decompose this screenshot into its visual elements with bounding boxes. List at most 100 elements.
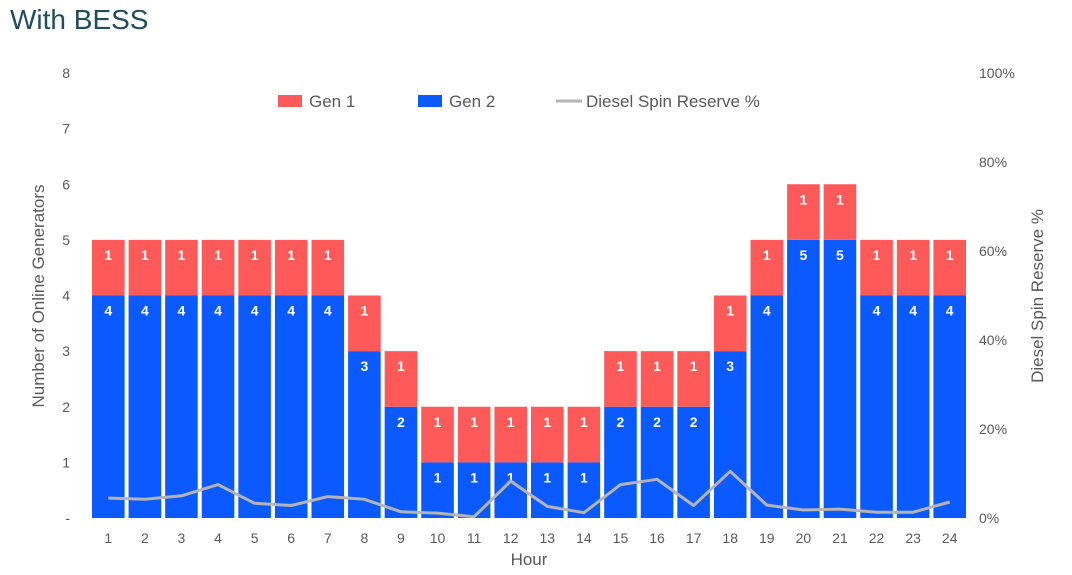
- data-label-gen1-hour-5: 1: [251, 247, 259, 263]
- data-label-gen2-hour-11: 1: [470, 469, 478, 485]
- bar-gen2-hour-11: [457, 462, 491, 518]
- bar-gen1-hour-21: [823, 184, 857, 240]
- bar-gen1-hour-23: [896, 239, 930, 296]
- bar-gen2-hour-20: [787, 239, 820, 518]
- data-label-gen2-hour-23: 4: [909, 303, 917, 319]
- bar-gen1-hour-2: [128, 239, 162, 296]
- data-label-gen2-hour-18: 3: [726, 358, 734, 374]
- y-tick-label: 2: [62, 399, 70, 415]
- data-label-gen2-hour-14: 1: [580, 469, 588, 485]
- data-label-gen1-hour-4: 1: [214, 247, 222, 263]
- y2-tick-label: 100%: [979, 65, 1015, 81]
- bar-gen1-hour-22: [860, 239, 893, 296]
- data-label-gen2-hour-7: 4: [324, 303, 332, 319]
- x-tick-label: 18: [722, 530, 738, 546]
- data-label-gen1-hour-22: 1: [873, 247, 881, 263]
- bar-gen2-hour-18: [713, 351, 747, 518]
- y-tick-label: 3: [62, 343, 70, 359]
- x-tick-label: 3: [178, 530, 186, 546]
- bar-gen2-hour-10: [421, 462, 454, 518]
- bar-gen2-hour-16: [640, 406, 674, 518]
- y-tick-label: 1: [62, 454, 70, 470]
- y-tick-label: -: [65, 510, 70, 526]
- data-label-gen2-hour-19: 4: [763, 303, 771, 319]
- spin-reserve-line-group: [108, 469, 951, 519]
- bar-gen1-hour-24: [933, 239, 966, 296]
- x-tick-label: 21: [832, 530, 848, 546]
- y-tick-label: 8: [62, 65, 70, 81]
- bar-gen2-hour-7: [311, 295, 345, 518]
- x-tick-label: 22: [869, 530, 885, 546]
- data-label-gen2-hour-13: 1: [543, 469, 551, 485]
- legend-swatch-gen1: [278, 95, 302, 107]
- data-label-gen2-hour-15: 2: [617, 414, 625, 430]
- bar-gen2-hour-22: [860, 295, 893, 518]
- y2-tick-label: 0%: [979, 510, 999, 526]
- legend-label-gen2: Gen 2: [449, 92, 495, 111]
- data-label-gen1-hour-20: 1: [799, 191, 807, 207]
- bar-gen1-hour-5: [238, 239, 271, 296]
- bar-gen2-hour-1: [92, 295, 125, 518]
- legend: Gen 1 Gen 2 Diesel Spin Reserve %: [278, 92, 760, 111]
- data-label-gen1-hour-19: 1: [763, 247, 771, 263]
- data-label-gen2-hour-12: 1: [507, 469, 515, 485]
- x-tick-label: 5: [251, 530, 259, 546]
- bar-group: [92, 184, 966, 518]
- data-label-gen1-hour-8: 1: [360, 303, 368, 319]
- data-label-gen2-hour-2: 4: [141, 303, 149, 319]
- y-tick-label: 4: [62, 288, 70, 304]
- legend-swatch-gen2: [418, 95, 442, 107]
- x-tick-label: 14: [576, 530, 592, 546]
- x-tick-label: 8: [360, 530, 368, 546]
- bar-gen1-hour-17: [677, 351, 710, 407]
- x-axis-label: Hour: [511, 550, 548, 569]
- x-tick-label: 16: [649, 530, 665, 546]
- data-label-gen2-hour-24: 4: [946, 303, 954, 319]
- data-label-gen2-hour-16: 2: [653, 414, 661, 430]
- bar-gen2-hour-14: [567, 462, 601, 518]
- data-label-gen1-hour-11: 1: [470, 414, 478, 430]
- bar-gen1-hour-9: [384, 351, 418, 407]
- bar-gen2-hour-5: [238, 295, 271, 518]
- data-label-gen1-hour-14: 1: [580, 414, 588, 430]
- x-tick-label: 10: [430, 530, 446, 546]
- y-axis-label: Number of Online Generators: [29, 185, 48, 408]
- bar-gen1-hour-19: [750, 239, 784, 296]
- data-label-gen1-hour-15: 1: [617, 358, 625, 374]
- bar-gen2-hour-4: [201, 295, 235, 518]
- bar-gen1-hour-4: [201, 239, 235, 296]
- bar-gen2-hour-6: [274, 295, 308, 518]
- data-label-gen1-hour-6: 1: [287, 247, 295, 263]
- x-tick-label: 24: [942, 530, 958, 546]
- bar-gen2-hour-8: [348, 351, 381, 518]
- x-tick-label: 11: [467, 530, 482, 546]
- y-tick-label: 6: [62, 176, 70, 192]
- data-label-gen1-hour-2: 1: [141, 247, 149, 263]
- bar-gen2-hour-24: [933, 295, 966, 518]
- y2-axis-label: Diesel Spin Reserve %: [1028, 209, 1047, 383]
- x-tick-label: 23: [905, 530, 921, 546]
- data-label-gen1-hour-21: 1: [836, 191, 844, 207]
- data-label-gen1-hour-17: 1: [690, 358, 698, 374]
- spin-reserve-line: [108, 469, 951, 519]
- data-label-gen2-hour-20: 5: [799, 247, 807, 263]
- data-label-gen1-hour-13: 1: [543, 414, 551, 430]
- legend-label-gen1: Gen 1: [309, 92, 355, 111]
- data-label-gen2-hour-8: 3: [360, 358, 368, 374]
- x-axis-ticks: 1 2 3 4 5 6 7 8 9 10 11 12 13 14 15 16 17 18 19 20 21 22 23 24: [104, 530, 957, 546]
- bar-gen1-hour-6: [274, 239, 308, 296]
- y2-tick-label: 20%: [979, 421, 1007, 437]
- x-tick-label: 2: [141, 530, 149, 546]
- data-label-gen2-hour-22: 4: [873, 303, 881, 319]
- bar-gen1-hour-11: [457, 406, 491, 463]
- bar-gen2-hour-9: [384, 406, 418, 518]
- x-tick-label: 19: [759, 530, 775, 546]
- data-label-gen2-hour-9: 2: [397, 414, 405, 430]
- data-label-gen1-hour-10: 1: [434, 414, 442, 430]
- data-label-gen1-hour-18: 1: [726, 303, 734, 319]
- x-tick-label: 7: [324, 530, 332, 546]
- y-tick-label: 5: [62, 232, 70, 248]
- bar-gen2-hour-23: [896, 295, 930, 518]
- data-label-gen1-hour-16: 1: [653, 358, 661, 374]
